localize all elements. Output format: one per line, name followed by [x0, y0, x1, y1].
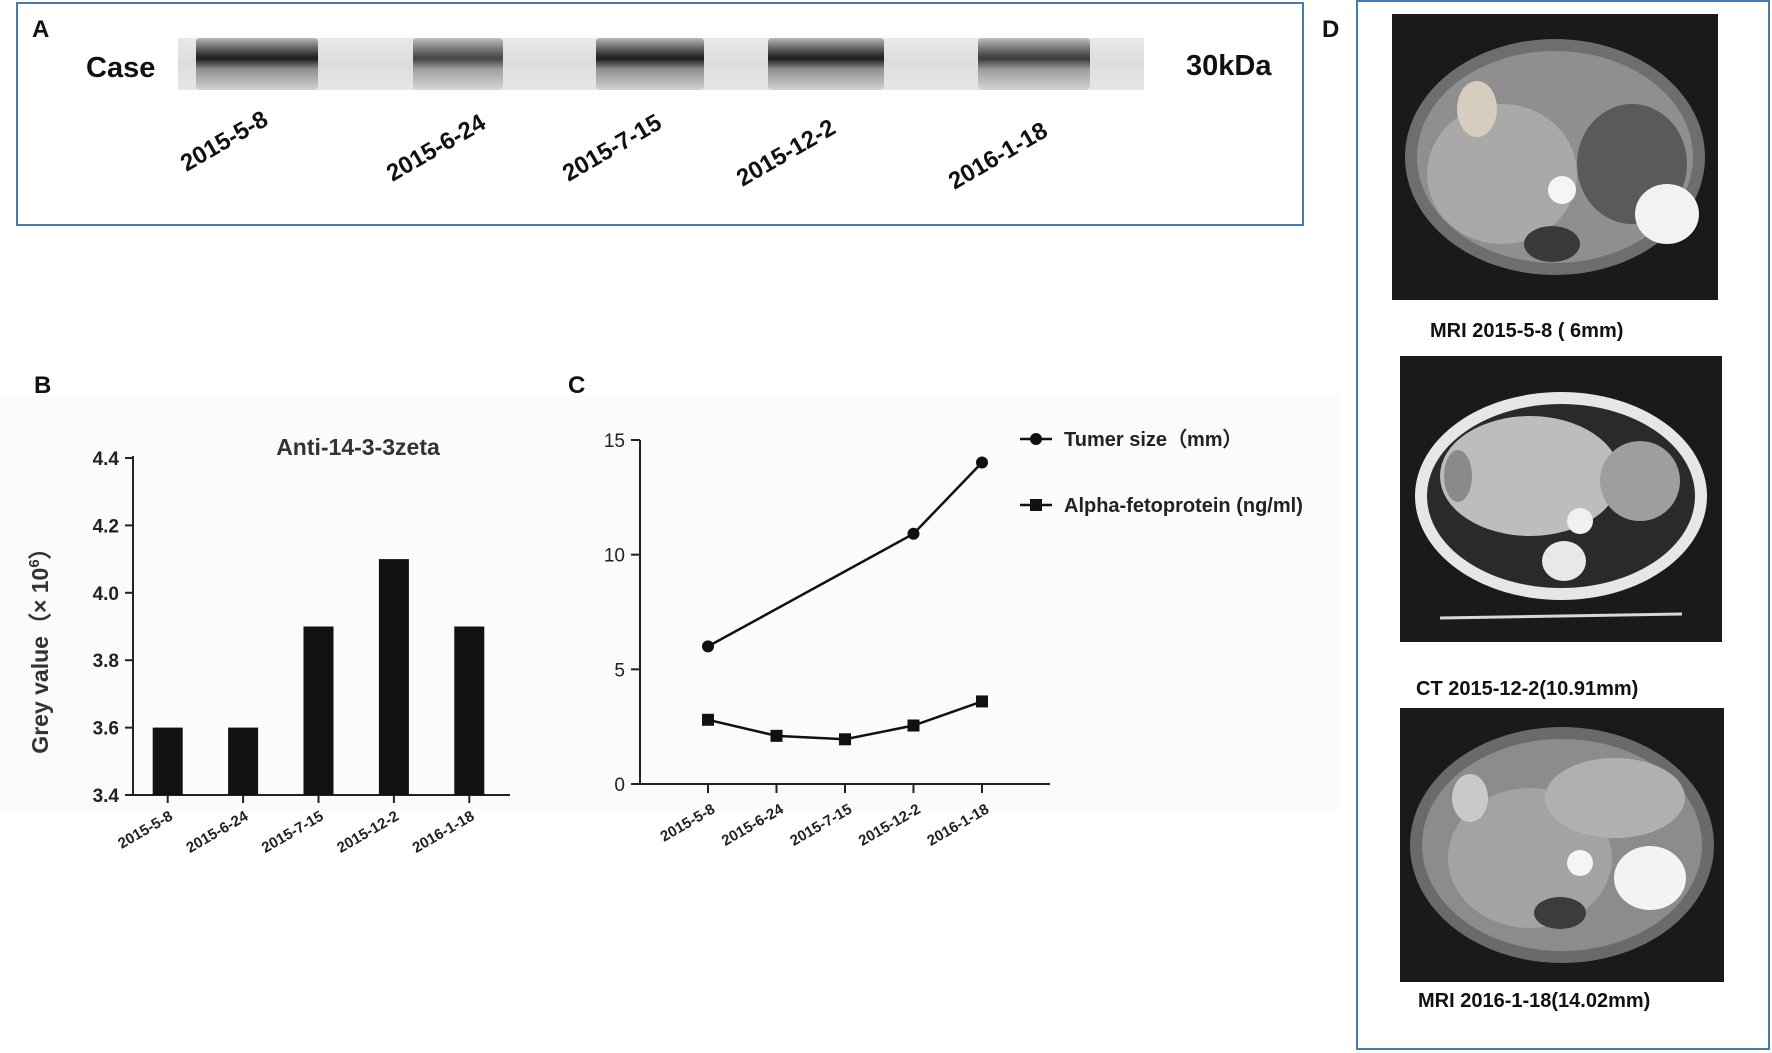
y-tick-label: 3.6 [93, 719, 119, 740]
legend-label: Tumer size（mm） [1064, 428, 1243, 451]
x-tick-label: 2015-5-8 [115, 808, 176, 853]
line-chart: 0 5 10 15 2015-5-8 2015-6-24 2015-7-15 2015-12-… [604, 428, 1303, 850]
panel-a-frame [16, 2, 1304, 226]
x-tick-label: 2015-7-15 [259, 808, 327, 857]
blot-band [978, 38, 1090, 90]
data-point [976, 695, 988, 708]
y-tick-label: 4.2 [93, 516, 119, 537]
scan-illustration [1415, 392, 1707, 620]
bar [378, 559, 409, 795]
data-point [770, 729, 783, 742]
chart-title: Anti-14-3-3zeta [276, 434, 440, 460]
bar [228, 727, 259, 795]
scan-illustration [1410, 727, 1714, 963]
x-tick-label: 2015-7-15 [787, 801, 855, 850]
data-point [839, 733, 851, 746]
y-tick-label: 0 [614, 775, 625, 796]
x-tick-label: 2015-12-2 [856, 801, 924, 850]
y-tick-label: 15 [604, 431, 625, 452]
ct-scan-image [1400, 356, 1722, 642]
data-point [907, 527, 920, 540]
x-tick-label: 2016-1-18 [924, 801, 992, 850]
legend-marker [1030, 499, 1042, 511]
blot-kda-label: 30kDa [1186, 50, 1272, 82]
x-tick-label: 2016-1-18 [410, 808, 478, 857]
y-tick-label: 10 [604, 546, 625, 567]
series-line [707, 461, 983, 648]
panel-d-letter: D [1322, 16, 1340, 43]
y-axis-label: Grey value（× 106） [26, 536, 53, 753]
panel-a-letter: A [32, 16, 50, 43]
panel-d-frame [1356, 0, 1770, 1050]
y-tick-label: 3.4 [93, 786, 120, 807]
data-point [976, 456, 988, 469]
x-tick-label: 2015-6-24 [183, 807, 251, 856]
y-tick-label: 4.0 [93, 584, 119, 605]
legend-label: Alpha-fetoprotein (ng/ml) [1064, 495, 1303, 517]
blot-case-label: Case [86, 52, 156, 84]
bar [303, 626, 334, 795]
scan-illustration [1405, 39, 1705, 275]
x-tick-label: 2015-12-2 [334, 808, 402, 857]
data-point [907, 719, 920, 732]
bar [152, 727, 183, 795]
data-point [702, 640, 714, 653]
x-tick-label: 2015-6-24 [719, 800, 787, 849]
data-point [702, 713, 714, 726]
blot-band [768, 38, 884, 90]
blot-band [596, 38, 704, 90]
panel-c-letter: C [568, 372, 586, 399]
scan-caption: CT 2015-12-2(10.91mm) [1416, 678, 1639, 700]
scan-caption: MRI 2015-5-8 ( 6mm) [1430, 320, 1624, 342]
scan-caption: MRI 2016-1-18(14.02mm) [1418, 990, 1651, 1012]
y-tick-label: 4.4 [93, 449, 120, 470]
y-tick-label: 5 [614, 660, 625, 681]
blot-band [413, 38, 503, 90]
blot-band [196, 38, 318, 90]
mri-scan-image [1392, 14, 1718, 300]
legend-marker [1030, 433, 1042, 445]
western-blot-image [178, 38, 1144, 90]
mri-scan-image [1400, 708, 1724, 982]
y-tick-label: 3.8 [93, 651, 119, 672]
line-chart-background [560, 395, 1340, 810]
bar [454, 626, 485, 795]
x-tick-label: 2015-5-8 [657, 801, 718, 846]
panel-b-letter: B [34, 372, 52, 399]
